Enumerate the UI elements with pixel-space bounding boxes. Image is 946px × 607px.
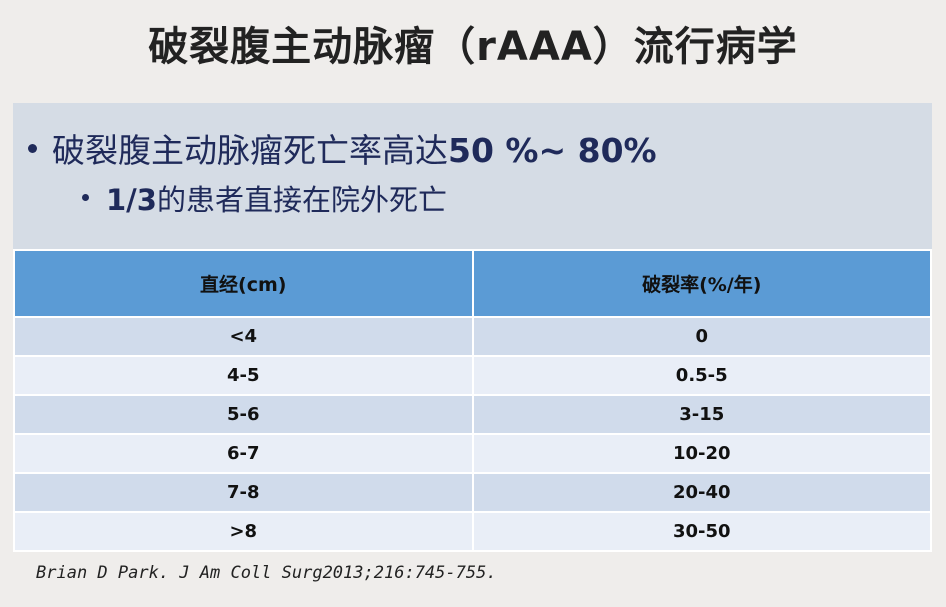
table-cell: <4 [13, 316, 474, 357]
table-cell: 0 [471, 316, 932, 357]
bullet: 破裂腹主动脉瘤死亡率高达50 %~ 80% [52, 124, 657, 172]
table-cell: >8 [13, 511, 474, 552]
table-cell: 0.5-5 [471, 355, 932, 396]
bullet-emphasis: 1/3 [106, 183, 157, 217]
table-cell: 7-8 [13, 472, 474, 513]
table-row: 7-8 20-40 [13, 472, 932, 513]
bullet-emphasis: 50 %~ 80% [448, 131, 657, 170]
table-row: <4 0 [13, 316, 932, 357]
table-cell: 3-15 [471, 394, 932, 435]
table-cell: 6-7 [13, 433, 474, 474]
table-row: 6-7 10-20 [13, 433, 932, 474]
header-cell: 破裂率(%/年) [471, 249, 932, 318]
bullet-dot [28, 144, 37, 153]
table-cell: 4-5 [13, 355, 474, 396]
header-row: 直经(cm) 破裂率(%/年) [13, 249, 932, 318]
sub-bullet: 1/3的患者直接在院外死亡 [106, 177, 447, 219]
table-cell: 30-50 [471, 511, 932, 552]
bullet-panel [13, 103, 932, 249]
table: 直经(cm) 破裂率(%/年) <4 0 4-5 0.5-5 5-6 3-15 6-7 10-… [13, 249, 932, 552]
header-cell: 直经(cm) [13, 249, 474, 318]
table-row: 5-6 3-15 [13, 394, 932, 435]
bullet-dot [82, 194, 89, 201]
table-row: 4-5 0.5-5 [13, 355, 932, 396]
table-cell: 20-40 [471, 472, 932, 513]
table-cell: 10-20 [471, 433, 932, 474]
bullet-text: 破裂腹主动脉瘤死亡率高达 [52, 131, 448, 170]
title: 破裂腹主动脉瘤（rAAA）流行病学 [148, 24, 798, 70]
citation: Brian D Park. J Am Coll Surg2013;216:745… [36, 563, 497, 583]
bullet-text: 的患者直接在院外死亡 [156, 183, 447, 217]
table-row: >8 30-50 [13, 511, 932, 552]
table-cell: 5-6 [13, 394, 474, 435]
